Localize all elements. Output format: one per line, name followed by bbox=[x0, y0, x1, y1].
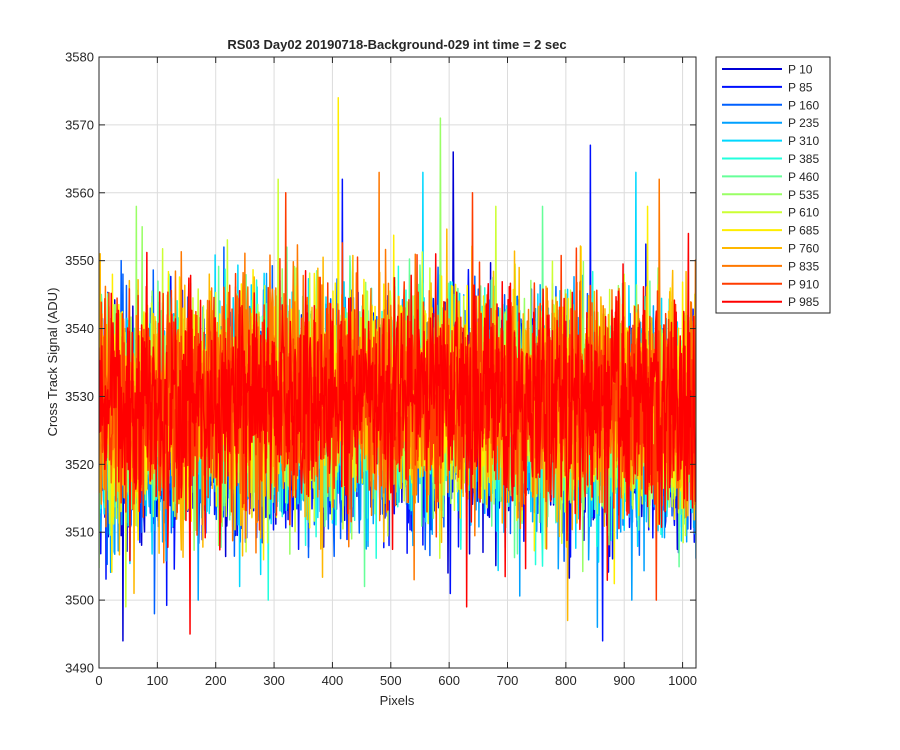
legend-label: P 535 bbox=[788, 188, 819, 202]
legend-label: P 10 bbox=[788, 63, 813, 77]
legend-entry[interactable]: P 535 bbox=[722, 188, 819, 202]
legend-label: P 835 bbox=[788, 259, 819, 273]
legend[interactable]: P 10 P 85 P 160 P 235 P 310 P 385 P 460 P 535 P … bbox=[715, 56, 831, 314]
legend-label: P 910 bbox=[788, 277, 819, 291]
x-tick-label: 600 bbox=[438, 673, 460, 688]
y-tick-label: 3530 bbox=[65, 389, 94, 404]
x-tick-label: 700 bbox=[497, 673, 519, 688]
y-tick-label: 3540 bbox=[65, 321, 94, 336]
x-tick-label: 100 bbox=[147, 673, 169, 688]
plot-area: 0 100 200 300 400 500 600 700 800 900 1000 3490 350… bbox=[65, 50, 697, 689]
chart-title: RS03 Day02 20190718-Background-029 int t… bbox=[227, 37, 566, 52]
legend-label: P 460 bbox=[788, 170, 819, 184]
legend-label: P 235 bbox=[788, 116, 819, 130]
y-tick-label: 3510 bbox=[65, 525, 94, 540]
x-tick-label: 200 bbox=[205, 673, 227, 688]
y-tick-label: 3560 bbox=[65, 185, 94, 200]
legend-entry[interactable]: P 910 bbox=[722, 277, 819, 291]
legend-entry[interactable]: P 835 bbox=[722, 259, 819, 273]
y-tick-label: 3580 bbox=[65, 50, 94, 65]
legend-box bbox=[715, 56, 831, 314]
y-tick-label: 3490 bbox=[65, 661, 94, 676]
legend-label: P 85 bbox=[788, 80, 813, 94]
series-layer bbox=[99, 96, 696, 642]
legend-entry[interactable]: P 460 bbox=[722, 170, 819, 184]
y-axis-ticks: 3490 3500 3510 3520 3530 3540 3550 3560 3570 3580 bbox=[65, 50, 696, 676]
legend-label: P 610 bbox=[788, 206, 819, 220]
y-axis-label: Cross Track Signal (ADU) bbox=[45, 288, 60, 437]
y-tick-label: 3500 bbox=[65, 593, 94, 608]
legend-label: P 160 bbox=[788, 98, 819, 112]
x-axis-label: Pixels bbox=[380, 693, 415, 708]
x-tick-label: 300 bbox=[263, 673, 285, 688]
legend-label: P 310 bbox=[788, 134, 819, 148]
legend-label: P 685 bbox=[788, 224, 819, 238]
legend-entry[interactable]: P 10 bbox=[722, 63, 813, 77]
legend-label: P 985 bbox=[788, 295, 819, 309]
legend-entry[interactable]: P 985 bbox=[722, 295, 819, 309]
x-tick-label: 400 bbox=[322, 673, 344, 688]
series-line-p985 bbox=[99, 232, 696, 635]
legend-entry[interactable]: P 85 bbox=[722, 80, 813, 94]
x-tick-label: 500 bbox=[380, 673, 402, 688]
x-tick-label: 1000 bbox=[668, 673, 697, 688]
y-tick-label: 3520 bbox=[65, 457, 94, 472]
legend-entry[interactable]: P 385 bbox=[722, 152, 819, 166]
y-tick-label: 3570 bbox=[65, 117, 94, 132]
legend-entry[interactable]: P 610 bbox=[722, 206, 819, 220]
legend-entry[interactable]: P 685 bbox=[722, 224, 819, 238]
x-tick-label: 800 bbox=[555, 673, 577, 688]
x-axis-ticks: 0 100 200 300 400 500 600 700 800 900 1000 bbox=[95, 57, 697, 688]
legend-entry[interactable]: P 235 bbox=[722, 116, 819, 130]
legend-items: P 10 P 85 P 160 P 235 P 310 P 385 P 460 P 535 P … bbox=[722, 63, 819, 309]
x-tick-label: 0 bbox=[95, 673, 102, 688]
legend-entry[interactable]: P 160 bbox=[722, 98, 819, 112]
legend-entry[interactable]: P 760 bbox=[722, 242, 819, 256]
legend-label: P 385 bbox=[788, 152, 819, 166]
legend-entry[interactable]: P 310 bbox=[722, 134, 819, 148]
x-tick-label: 900 bbox=[613, 673, 635, 688]
legend-label: P 760 bbox=[788, 242, 819, 256]
y-tick-label: 3550 bbox=[65, 253, 94, 268]
axes-box bbox=[98, 56, 697, 669]
